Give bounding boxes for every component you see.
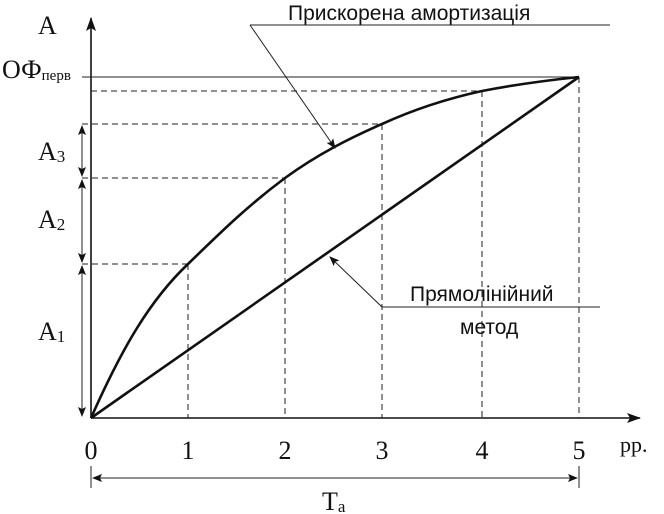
initial-value-label: ОФперв (2, 55, 71, 84)
x-tick-label: 0 (85, 436, 98, 465)
a1-label: А1 (38, 317, 65, 346)
x-tick-label: 3 (376, 436, 389, 465)
linear-callout-leader (329, 256, 383, 308)
linear-method-line (90, 75, 580, 420)
linear-label-line2: метод (460, 316, 518, 339)
x-tick-label: 1 (182, 436, 195, 465)
ta-label: Та (322, 487, 346, 514)
accelerated-label: Прискорена амортизація (288, 2, 530, 25)
x-axis-label: рр. (620, 432, 648, 457)
linear-label-line1: Прямолінійний (410, 283, 554, 306)
accelerated-curve (89, 75, 580, 419)
x-tick-label: 4 (476, 436, 489, 465)
y-axis-label: А (38, 11, 57, 40)
a3-label: А3 (38, 137, 65, 166)
x-tick-label: 2 (279, 436, 292, 465)
accelerated-callout-leader (249, 24, 336, 149)
a2-label: А2 (38, 205, 65, 234)
x-tick-label: 5 (573, 436, 586, 465)
